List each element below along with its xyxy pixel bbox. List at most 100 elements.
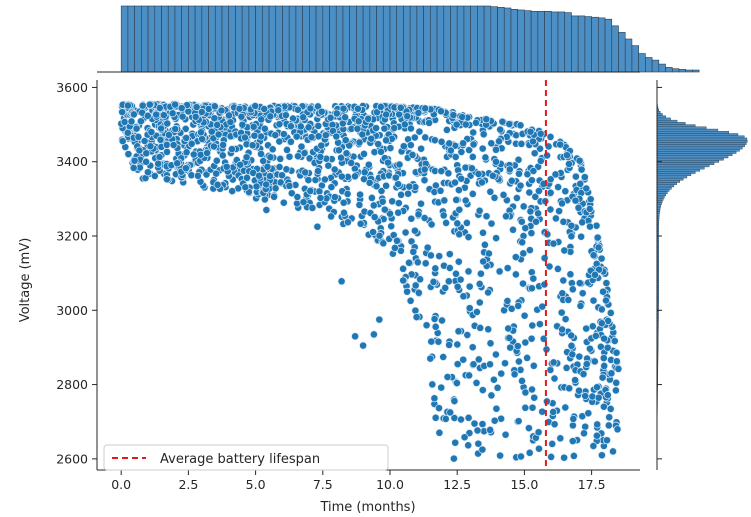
scatter-point <box>337 277 346 286</box>
scatter-point <box>527 284 536 293</box>
top-hist-bar <box>161 5 169 73</box>
scatter-point <box>442 218 451 227</box>
scatter-point <box>565 384 574 393</box>
scatter-point <box>227 145 236 154</box>
scatter-point <box>529 361 538 370</box>
scatter-point <box>421 133 430 142</box>
scatter-point <box>491 350 500 359</box>
scatter-point <box>255 171 264 180</box>
scatter-point <box>228 187 237 196</box>
scatter-point <box>599 402 608 411</box>
scatter-point <box>155 153 164 162</box>
scatter-point <box>370 148 379 157</box>
scatter-point <box>451 178 459 187</box>
scatter-point <box>498 117 507 126</box>
scatter-point <box>585 344 594 353</box>
top-hist-bar <box>450 5 458 73</box>
scatter-point <box>465 146 474 155</box>
scatter-point <box>464 267 473 276</box>
scatter-point <box>395 160 404 169</box>
scatter-point <box>129 110 138 119</box>
scatter-point <box>478 178 486 187</box>
top-hist-bar <box>665 67 673 73</box>
top-hist-bar <box>550 11 559 73</box>
scatter-point <box>584 409 593 418</box>
scatter-point <box>547 452 556 461</box>
right-hist-bar <box>656 164 710 168</box>
scatter-point <box>511 270 520 279</box>
scatter-point <box>486 339 495 348</box>
top-hist-bar <box>188 5 196 73</box>
scatter-point <box>213 180 222 189</box>
scatter-point <box>495 267 504 276</box>
right-hist-bar <box>656 166 705 170</box>
top-hist-bar <box>685 69 693 73</box>
scatter-point <box>140 137 149 145</box>
scatter-point <box>138 101 147 110</box>
scatter-point <box>367 193 376 202</box>
scatter-point <box>556 140 565 149</box>
scatter-point <box>436 186 445 195</box>
scatter-point <box>304 123 313 132</box>
scatter-point <box>397 190 406 199</box>
scatter-point <box>444 169 453 178</box>
scatter-point <box>367 134 376 143</box>
scatter-point <box>281 111 290 120</box>
scatter-point <box>527 334 536 343</box>
top-hist-bar <box>275 5 283 73</box>
top-hist-bar <box>349 5 357 73</box>
top-hist-bar <box>335 5 344 73</box>
scatter-point <box>499 190 508 199</box>
scatter-point <box>369 228 378 237</box>
top-hist-bar <box>369 5 377 73</box>
scatter-point <box>490 193 499 202</box>
scatter-point <box>379 239 388 248</box>
scatter-point <box>421 104 430 113</box>
scatter-point <box>518 376 526 385</box>
top-hist-bar <box>228 5 236 73</box>
scatter-point <box>123 128 132 137</box>
scatter-point <box>475 298 484 307</box>
top-hist-bar <box>309 5 317 73</box>
scatter-point <box>512 194 521 202</box>
scatter-point <box>415 127 424 136</box>
scatter-point <box>486 187 495 196</box>
scatter-point <box>351 332 360 341</box>
scatter-point <box>136 117 145 126</box>
scatter-point <box>457 415 465 424</box>
right-hist-bar <box>656 144 745 148</box>
scatter-point <box>484 288 493 297</box>
top-hist-bar <box>638 53 646 73</box>
scatter-point <box>530 149 539 158</box>
scatter-point <box>568 437 577 446</box>
y-tick-label: 3400 <box>56 154 88 169</box>
top-hist-bar <box>678 69 686 73</box>
top-hist-bar <box>120 5 129 73</box>
scatter-point <box>242 153 251 162</box>
scatter-point <box>406 296 415 305</box>
scatter-point <box>251 102 260 110</box>
scatter-point <box>475 206 484 215</box>
top-hist-bar <box>423 5 431 73</box>
scatter-point <box>566 270 575 279</box>
scatter-point <box>452 195 461 204</box>
scatter-point <box>612 357 621 366</box>
scatter-point <box>509 225 517 234</box>
scatter-point <box>456 275 465 284</box>
scatter-point <box>411 306 420 315</box>
scatter-point <box>602 279 611 288</box>
scatter-point <box>399 264 408 273</box>
scatter-point <box>472 308 481 316</box>
scatter-point <box>521 388 530 397</box>
scatter-point <box>461 120 470 129</box>
top-hist-bar <box>477 5 485 73</box>
scatter-point <box>469 140 478 149</box>
legend-box <box>103 444 389 471</box>
scatter-point <box>262 206 271 214</box>
scatter-point <box>519 279 527 288</box>
scatter-point <box>330 193 339 202</box>
scatter-point <box>505 165 514 174</box>
scatter-point <box>427 220 436 229</box>
scatter-point <box>517 452 525 461</box>
scatter-point <box>493 383 502 392</box>
